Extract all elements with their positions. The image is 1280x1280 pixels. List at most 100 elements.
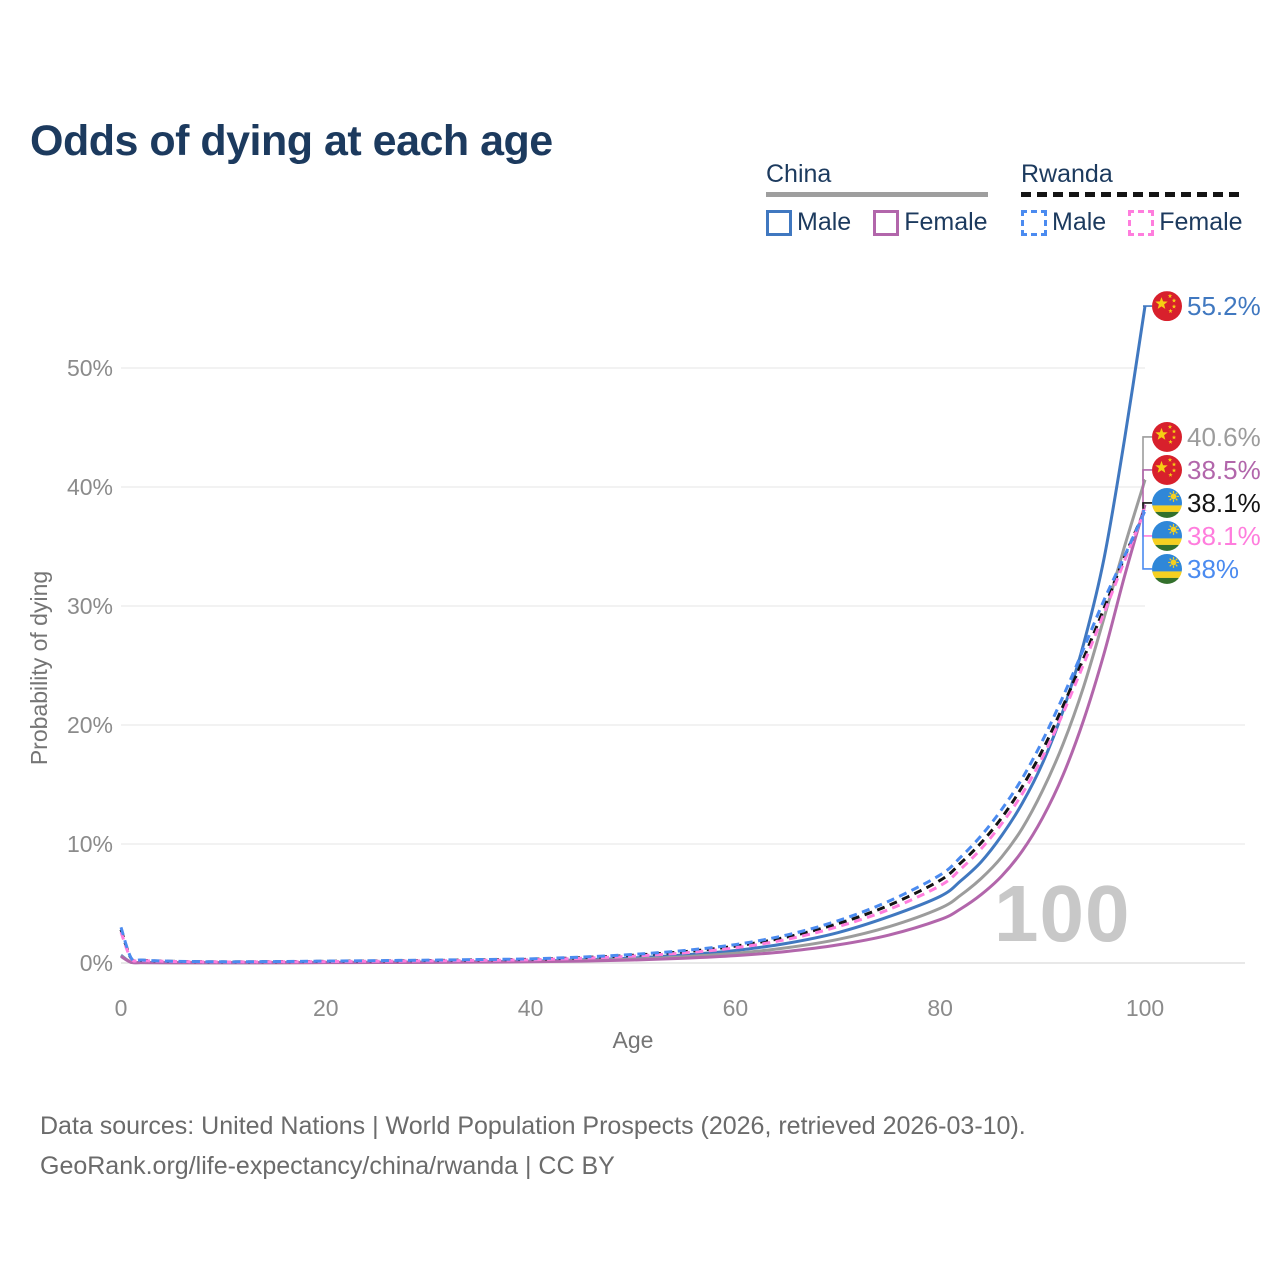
rwanda-flag-sun-ray bbox=[1169, 558, 1172, 561]
series-line-rwanda-male[interactable] bbox=[119, 510, 1147, 964]
rwanda-flag-green-band bbox=[1152, 577, 1182, 584]
legend-line-sample-china bbox=[766, 192, 988, 197]
end-label-value: 38.1% bbox=[1187, 488, 1261, 518]
rwanda-flag-sun-ray bbox=[1169, 492, 1172, 495]
rwanda-flag-sun bbox=[1170, 559, 1177, 566]
china-flag-star bbox=[1167, 424, 1173, 429]
y-tick-label-10: 10% bbox=[67, 831, 113, 857]
footer-data-sources: Data sources: United Nations | World Pop… bbox=[40, 1112, 1026, 1140]
rwanda-male-swatch-icon bbox=[1021, 209, 1047, 236]
y-tick-label-20: 20% bbox=[67, 712, 113, 738]
rwanda-flag-sun bbox=[1170, 493, 1177, 500]
y-tick-label-30: 30% bbox=[67, 593, 113, 619]
rwanda-flag-blue-band bbox=[1152, 553, 1182, 572]
china-flag-star bbox=[1167, 457, 1173, 462]
end-label-value: 38.5% bbox=[1187, 455, 1261, 485]
series-line-rwanda-female[interactable] bbox=[119, 509, 1147, 964]
rwanda-flag-icon bbox=[1152, 487, 1182, 518]
age-counter-watermark: 100 bbox=[994, 869, 1131, 958]
x-tick-label-100: 100 bbox=[1126, 995, 1164, 1021]
china-flag-star bbox=[1171, 468, 1177, 473]
legend-item-china-male[interactable]: Male bbox=[766, 208, 851, 237]
end-label-value: 38.1% bbox=[1187, 521, 1261, 551]
rwanda-flag-sun-ray bbox=[1169, 525, 1172, 528]
y-tick-label-50: 50% bbox=[67, 355, 113, 381]
china-flag-icon bbox=[1152, 291, 1182, 322]
end-label-china-female: 38.5% bbox=[1142, 454, 1261, 506]
china-flag-icon bbox=[1152, 421, 1182, 452]
china-flag-star bbox=[1171, 304, 1177, 309]
series-line-china-male[interactable] bbox=[120, 305, 1147, 965]
china-female-swatch-icon bbox=[873, 209, 900, 236]
x-tick-label-0: 0 bbox=[115, 995, 128, 1021]
series-line-rwanda-both[interactable] bbox=[119, 509, 1147, 964]
end-label-rwanda-female: 38.1% bbox=[1142, 508, 1261, 551]
legend-group-rwanda: Rwanda Male Female bbox=[1021, 160, 1243, 237]
rwanda-flag-sun-ray bbox=[1175, 492, 1178, 495]
rwanda-flag-sun-ray bbox=[1169, 531, 1172, 534]
rwanda-female-swatch-icon bbox=[1128, 209, 1155, 236]
china-flag-star bbox=[1171, 298, 1177, 303]
end-label-value: 38% bbox=[1187, 554, 1239, 584]
end-label-connector bbox=[1142, 469, 1152, 506]
china-flag-star bbox=[1167, 293, 1173, 298]
footer-attribution: GeoRank.org/life-expectancy/china/rwanda… bbox=[40, 1152, 615, 1180]
legend-item-rwanda-female-label: Female bbox=[1159, 208, 1243, 236]
x-tick-label-80: 80 bbox=[927, 995, 953, 1021]
rwanda-flag-sun bbox=[1170, 526, 1177, 533]
series-line-china-female[interactable] bbox=[120, 504, 1147, 965]
rwanda-flag-sun-ray bbox=[1169, 564, 1172, 567]
end-label-rwanda-male: 38% bbox=[1142, 510, 1239, 584]
y-tick-label-0: 0% bbox=[80, 950, 113, 976]
rwanda-flag-yellow-band bbox=[1152, 538, 1182, 545]
rwanda-flag-yellow-band bbox=[1152, 571, 1182, 578]
rwanda-flag-yellow-band bbox=[1152, 505, 1182, 512]
rwanda-flag-green-band bbox=[1152, 544, 1182, 551]
legend-header-rwanda[interactable]: Rwanda bbox=[1021, 160, 1243, 197]
rwanda-flag-sun-ray bbox=[1175, 558, 1178, 561]
legend-item-china-female-label: Female bbox=[904, 208, 988, 236]
rwanda-flag-sun-ray bbox=[1169, 498, 1172, 501]
legend-line-sample-rwanda bbox=[1021, 192, 1243, 197]
china-flag-field bbox=[1152, 454, 1182, 485]
x-tick-label-20: 20 bbox=[313, 995, 339, 1021]
legend-header-rwanda-label: Rwanda bbox=[1021, 160, 1113, 188]
legend-item-rwanda-male-label: Male bbox=[1052, 208, 1107, 236]
rwanda-flag-sun-ray bbox=[1175, 564, 1178, 567]
legend-item-rwanda-male[interactable]: Male bbox=[1021, 208, 1106, 237]
end-label-value: 55.2% bbox=[1187, 291, 1261, 321]
end-label-value: 40.6% bbox=[1187, 422, 1261, 452]
china-flag-icon bbox=[1152, 454, 1182, 485]
end-label-rwanda-both: 38.1% bbox=[1142, 487, 1261, 518]
x-axis-title: Age bbox=[613, 1027, 654, 1053]
china-flag-star bbox=[1168, 308, 1173, 313]
china-flag-field bbox=[1152, 421, 1182, 452]
rwanda-flag-green-band bbox=[1152, 511, 1182, 518]
china-flag-star bbox=[1155, 297, 1168, 309]
series-line-china-both[interactable] bbox=[120, 479, 1147, 965]
x-tick-label-40: 40 bbox=[518, 995, 544, 1021]
china-flag-field bbox=[1152, 291, 1182, 322]
legend-item-rwanda-female[interactable]: Female bbox=[1128, 208, 1243, 237]
y-axis-title: Probability of dying bbox=[26, 571, 52, 765]
legend-header-china-label: China bbox=[766, 160, 832, 188]
page-title: Odds of dying at each age bbox=[30, 116, 553, 165]
china-flag-star bbox=[1171, 429, 1177, 434]
china-flag-star bbox=[1168, 439, 1173, 444]
china-flag-star bbox=[1168, 472, 1173, 477]
rwanda-flag-sun-ray bbox=[1175, 525, 1178, 528]
legend-item-china-female[interactable]: Female bbox=[873, 208, 988, 237]
x-tick-label-60: 60 bbox=[723, 995, 749, 1021]
rwanda-flag-sun-ray bbox=[1175, 531, 1178, 534]
china-flag-star bbox=[1155, 460, 1168, 473]
legend-header-china[interactable]: China bbox=[766, 160, 988, 197]
end-label-connector bbox=[1142, 436, 1152, 481]
rwanda-flag-sun-ray bbox=[1175, 498, 1178, 501]
legend-group-china: China Male Female bbox=[766, 160, 988, 237]
rwanda-flag-blue-band bbox=[1152, 520, 1182, 539]
y-tick-label-40: 40% bbox=[67, 474, 113, 500]
china-flag-star bbox=[1171, 462, 1177, 467]
china-flag-star bbox=[1171, 435, 1177, 440]
rwanda-flag-icon bbox=[1152, 553, 1182, 584]
